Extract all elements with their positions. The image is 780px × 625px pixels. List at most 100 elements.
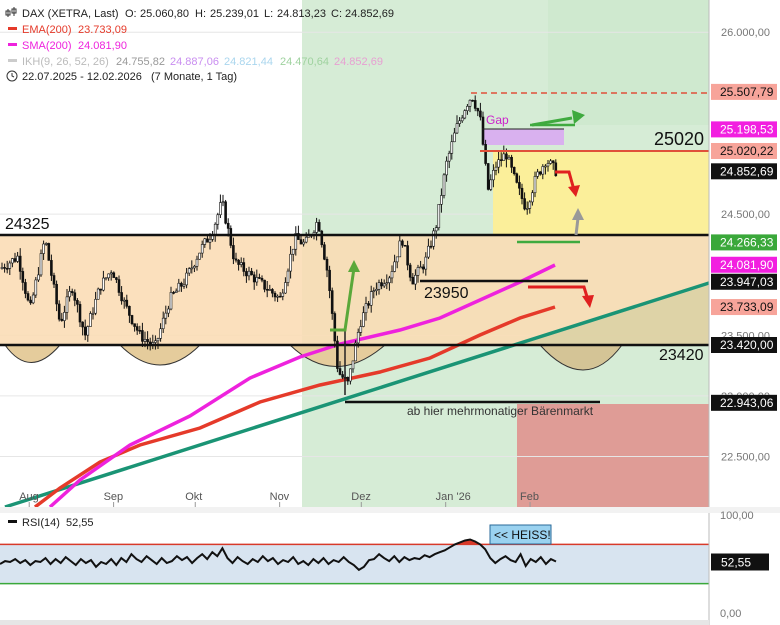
hot-label-box xyxy=(489,524,552,545)
candle-body xyxy=(81,321,84,328)
candle-body xyxy=(229,228,233,246)
price-tag-label: 23.733,09 xyxy=(720,300,774,314)
candle-body xyxy=(83,326,87,336)
candle-body xyxy=(52,275,56,285)
hot-label: << HEISS! xyxy=(494,528,551,542)
candle-body xyxy=(414,274,417,285)
candle-body xyxy=(78,304,82,323)
candle-body xyxy=(546,163,550,167)
candle-body xyxy=(289,253,292,272)
candle-body xyxy=(281,292,285,297)
candle-body xyxy=(507,156,511,160)
candle-body xyxy=(455,123,459,134)
label-23420: 23420 xyxy=(659,347,704,364)
x-tick-label: Nov xyxy=(270,491,290,503)
price-tag-label: 24.081,90 xyxy=(720,258,774,272)
low-label: L: xyxy=(264,8,273,20)
candle-body xyxy=(273,292,277,298)
candle-body xyxy=(528,201,532,209)
candle-body xyxy=(325,258,329,271)
candle-body xyxy=(341,374,344,378)
candle-body xyxy=(31,294,35,304)
candle-body xyxy=(375,288,378,291)
label-bear-note: ab hier mehrmonatiger Bärenmarkt xyxy=(407,404,594,418)
candle-body xyxy=(109,272,113,275)
arrows xyxy=(330,110,594,332)
candle-body xyxy=(401,240,404,246)
candle-body xyxy=(390,271,394,279)
legend-row-ikh: IKH(9, 26, 52, 26) 24.755,82 24.887,06 2… xyxy=(8,56,383,68)
candle-body xyxy=(185,272,188,286)
candle-body xyxy=(203,238,207,245)
candle-body xyxy=(403,244,407,247)
candle-body xyxy=(89,313,92,327)
candle-body xyxy=(91,312,95,315)
candle-body xyxy=(68,291,71,298)
ikh-value-1: 24.755,82 xyxy=(116,56,165,68)
candle-body xyxy=(76,300,79,305)
candle-body xyxy=(364,303,368,314)
candle-body xyxy=(382,283,386,287)
candle-body xyxy=(247,270,251,277)
candle-body xyxy=(208,239,212,243)
candle-body xyxy=(427,245,430,258)
price-tag-label: 25.020,22 xyxy=(720,144,774,158)
candle-body xyxy=(437,204,441,229)
candle-body xyxy=(13,258,17,262)
candle-body xyxy=(421,266,425,270)
candle-body xyxy=(549,160,552,164)
candle-body xyxy=(104,277,108,280)
candle-body xyxy=(252,274,256,283)
candle-body xyxy=(294,233,298,250)
candle-body xyxy=(117,279,121,293)
candle-body xyxy=(60,318,64,321)
candle-body xyxy=(276,295,279,298)
candle-body xyxy=(317,222,321,232)
candle-body xyxy=(486,163,490,190)
candle-body xyxy=(471,99,474,102)
bear-zone-shade xyxy=(517,404,709,507)
price-tag-label: 23.420,00 xyxy=(720,338,774,352)
chart-legend: DAX (XETRA, Last) O: 25.060,80 H: 25.239… xyxy=(5,7,394,83)
y-tick-label: 22.500,00 xyxy=(721,452,770,464)
clock-icon xyxy=(6,70,18,82)
candle-body xyxy=(453,132,456,143)
annotations: 24325 25020 23950 23420 Gap ab hier mehr… xyxy=(5,113,704,418)
candle-body xyxy=(304,236,308,243)
candle-body xyxy=(232,245,235,260)
candle-body xyxy=(268,289,272,291)
candle-body xyxy=(63,312,66,321)
price-tags: 25.507,79 25.198,53 25.020,22 24.852,69 24.2… xyxy=(711,83,777,411)
ema200-line xyxy=(33,305,556,509)
trend-wedge xyxy=(520,285,709,345)
arrow-up-gray-head xyxy=(572,208,584,220)
candle-body xyxy=(333,313,337,342)
bottom-scrollbar[interactable] xyxy=(0,620,709,625)
candle-body xyxy=(398,240,402,258)
candle-body xyxy=(5,268,9,270)
candle-body xyxy=(255,277,259,283)
candle-body xyxy=(11,258,14,264)
candle-body xyxy=(369,291,373,306)
y-tick-label: 26.000,00 xyxy=(721,27,770,39)
candle-body xyxy=(531,192,534,203)
open-value: 25.060,80 xyxy=(140,8,189,20)
candle-body xyxy=(237,259,240,265)
price-tag-label: 25.198,53 xyxy=(720,122,774,136)
candle-body xyxy=(484,144,487,164)
candle-body xyxy=(96,288,100,300)
target-zone-shade xyxy=(548,0,709,125)
candle-body xyxy=(73,292,77,301)
candle-body xyxy=(0,267,4,269)
candle-body xyxy=(86,326,90,336)
candle-body xyxy=(250,270,253,276)
arrow-up-green-left xyxy=(330,267,356,332)
candle-body xyxy=(219,202,222,216)
candle-body xyxy=(172,292,175,294)
candle-body xyxy=(302,241,305,245)
candle-body xyxy=(180,282,183,287)
rsi-title-bg xyxy=(2,515,98,530)
arrow-down-red-1 xyxy=(555,170,576,191)
sma200-line xyxy=(48,263,556,509)
candle-body xyxy=(3,267,6,269)
